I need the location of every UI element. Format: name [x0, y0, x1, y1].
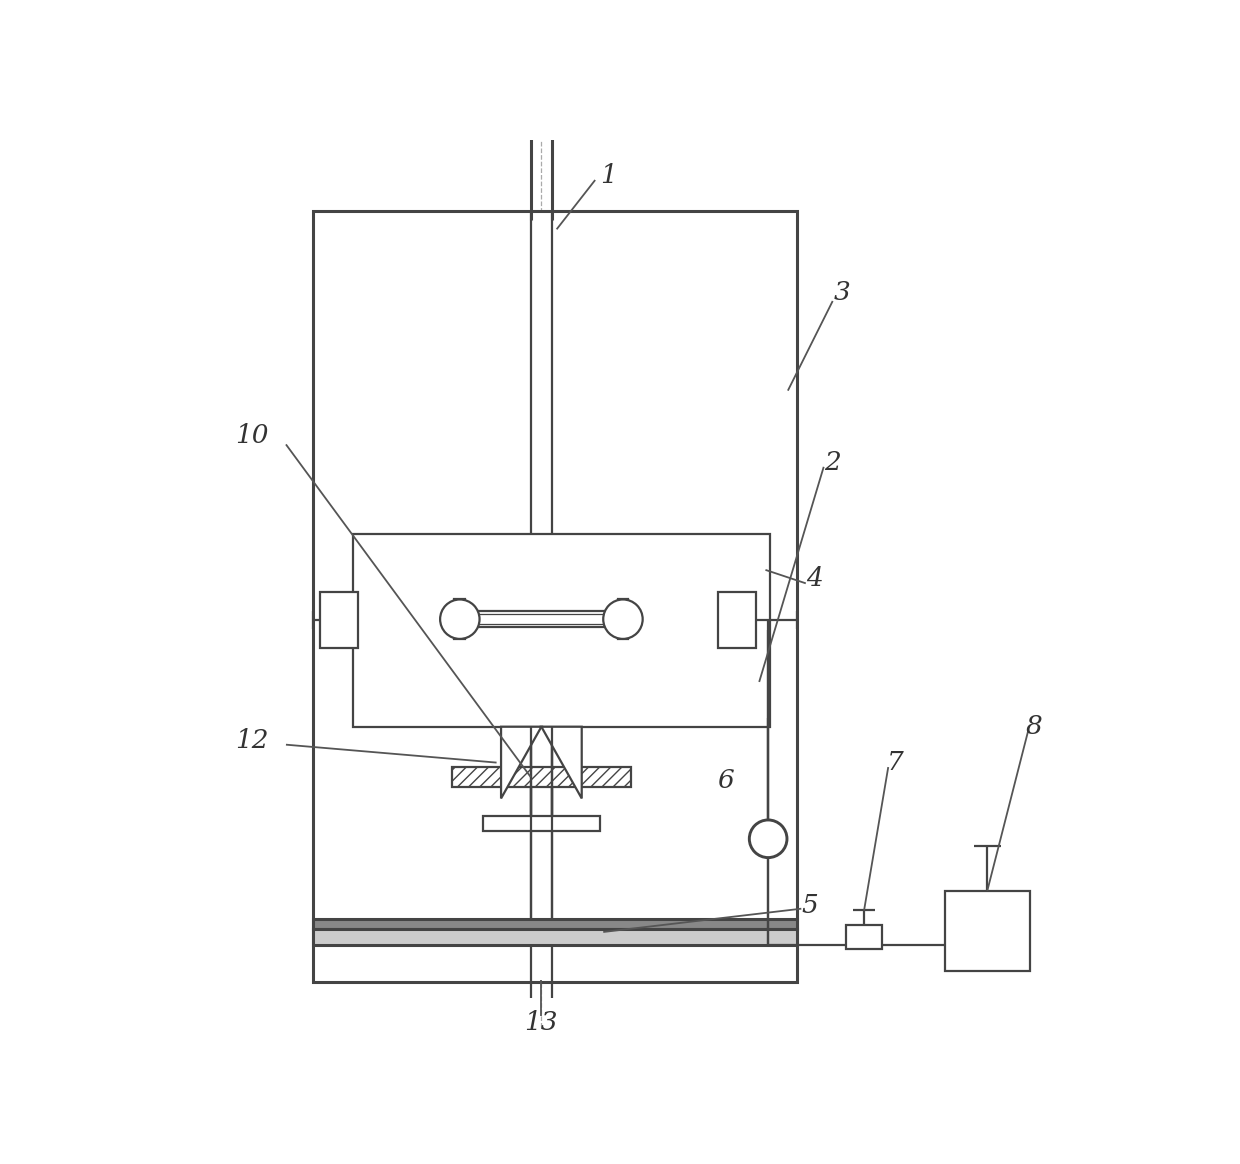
Text: 3: 3 — [833, 279, 849, 305]
Bar — [618, 599, 629, 639]
Bar — [945, 890, 1030, 972]
Bar — [846, 925, 882, 949]
Bar — [353, 534, 770, 726]
Bar — [465, 611, 618, 627]
Text: 12: 12 — [236, 728, 269, 753]
Bar — [407, 673, 768, 691]
Text: 8: 8 — [1025, 715, 1043, 739]
Text: 10: 10 — [236, 423, 269, 448]
Polygon shape — [542, 726, 582, 799]
Bar — [312, 920, 797, 930]
Bar — [718, 592, 755, 648]
Text: 7: 7 — [887, 750, 904, 775]
Text: 6: 6 — [717, 768, 734, 793]
Text: 13: 13 — [525, 1010, 558, 1035]
Text: 4: 4 — [806, 567, 823, 591]
Bar — [320, 592, 357, 648]
Polygon shape — [501, 726, 542, 799]
Circle shape — [749, 819, 787, 858]
Bar — [484, 816, 600, 831]
Text: 1: 1 — [600, 163, 618, 189]
Bar — [451, 767, 631, 787]
Bar — [454, 599, 465, 639]
Bar — [312, 212, 797, 982]
Bar — [312, 930, 797, 944]
Circle shape — [603, 599, 642, 639]
Circle shape — [440, 599, 480, 639]
Text: 2: 2 — [825, 449, 841, 475]
Text: 5: 5 — [802, 894, 818, 918]
